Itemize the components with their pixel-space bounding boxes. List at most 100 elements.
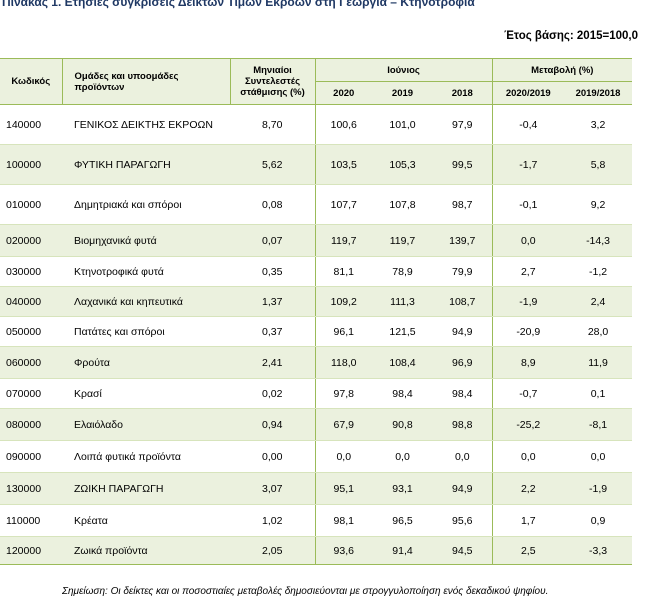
header-code: Κωδικός xyxy=(0,58,63,105)
row-weight: 8,70 xyxy=(230,104,316,145)
row-weight: 2,05 xyxy=(230,536,316,565)
row-code: 110000 xyxy=(0,504,62,537)
row-2019: 0,0 xyxy=(372,440,433,473)
row-code: 130000 xyxy=(0,472,62,505)
row-2018: 98,8 xyxy=(433,408,493,441)
row-weight: 0,35 xyxy=(230,256,316,287)
header-weights: Μηνιαίοι Συντελεστές στάθμισης (%) xyxy=(230,58,316,105)
header-groups: Ομάδες και υποομάδες προϊόντων xyxy=(62,58,231,105)
row-2019: 108,4 xyxy=(372,346,433,379)
row-code: 080000 xyxy=(0,408,62,441)
row-change-2020-2019: 1,7 xyxy=(492,504,565,537)
row-2020: 97,8 xyxy=(315,378,372,409)
row-2019: 91,4 xyxy=(372,536,433,565)
row-change-2019-2018: 0,0 xyxy=(564,440,633,473)
row-2019: 96,5 xyxy=(372,504,433,537)
row-2019: 78,9 xyxy=(372,256,433,287)
row-change-2019-2018: 9,2 xyxy=(564,184,633,225)
table-row: 100000 ΦΥΤΙΚΗ ΠΑΡΑΓΩΓΗ 5,62 103,5 105,3 99,5-… xyxy=(0,144,633,185)
row-2020: 109,2 xyxy=(315,286,372,317)
row-change-2020-2019: -25,2 xyxy=(492,408,565,441)
row-weight: 0,08 xyxy=(230,184,316,225)
row-2019: 98,4 xyxy=(372,378,433,409)
row-2020: 96,1 xyxy=(315,316,372,347)
header-2019: 2019 xyxy=(372,81,433,105)
row-2020: 81,1 xyxy=(315,256,372,287)
row-2018: 99,5 xyxy=(433,144,493,185)
table-row: 110000 Κρέατα 1,02 98,1 96,5 95,6 1,7 0,9 xyxy=(0,504,633,537)
row-2019: 93,1 xyxy=(372,472,433,505)
row-weight: 0,37 xyxy=(230,316,316,347)
table-row: 140000 ΓΕΝΙΚΟΣ ΔΕΙΚΤΗΣ ΕΚΡΟΩΝ 8,70 100,6 101… xyxy=(0,104,633,145)
row-name: Ζωικά προϊόντα xyxy=(62,536,230,565)
row-2018: 94,9 xyxy=(433,316,493,347)
row-2019: 101,0 xyxy=(372,104,433,145)
table-row: 030000 Κτηνοτροφικά φυτά 0,35 81,1 78,9 79,9 2… xyxy=(0,256,633,287)
header-2018: 2018 xyxy=(433,81,493,105)
row-change-2019-2018: 0,9 xyxy=(564,504,633,537)
row-weight: 0,07 xyxy=(230,224,316,257)
row-2019: 105,3 xyxy=(372,144,433,185)
row-code: 120000 xyxy=(0,536,62,565)
row-code: 070000 xyxy=(0,378,62,409)
row-code: 030000 xyxy=(0,256,62,287)
row-2020: 67,9 xyxy=(315,408,372,441)
price-index-table: Κωδικός Ομάδες και υποομάδες προϊόντων Μ… xyxy=(0,58,633,565)
row-2018: 0,0 xyxy=(433,440,493,473)
row-weight: 1,37 xyxy=(230,286,316,317)
row-2018: 96,9 xyxy=(433,346,493,379)
row-weight: 0,94 xyxy=(230,408,316,441)
row-weight: 5,62 xyxy=(230,144,316,185)
footnote: Σημείωση: Οι δείκτες και οι ποσοστιαίες … xyxy=(62,586,549,597)
row-weight: 1,02 xyxy=(230,504,316,537)
row-change-2019-2018: 11,9 xyxy=(564,346,633,379)
row-2018: 98,4 xyxy=(433,378,493,409)
row-2020: 95,1 xyxy=(315,472,372,505)
row-change-2020-2019: -0,4 xyxy=(492,104,565,145)
row-code: 140000 xyxy=(0,104,62,145)
row-2019: 107,8 xyxy=(372,184,433,225)
row-name: ΓΕΝΙΚΟΣ ΔΕΙΚΤΗΣ ΕΚΡΟΩΝ xyxy=(62,104,230,145)
row-change-2019-2018: -1,9 xyxy=(564,472,633,505)
row-2020: 0,0 xyxy=(315,440,372,473)
row-name: Κρασί xyxy=(62,378,230,409)
row-2019: 111,3 xyxy=(372,286,433,317)
row-change-2019-2018: -14,3 xyxy=(564,224,633,257)
row-change-2020-2019: 2,2 xyxy=(492,472,565,505)
header-change: Μεταβολή (%) xyxy=(492,58,633,82)
row-code: 050000 xyxy=(0,316,62,347)
row-2018: 108,7 xyxy=(433,286,493,317)
row-code: 020000 xyxy=(0,224,62,257)
row-change-2020-2019: 0,0 xyxy=(492,440,565,473)
row-change-2019-2018: 3,2 xyxy=(564,104,633,145)
row-2020: 103,5 xyxy=(315,144,372,185)
row-change-2019-2018: 5,8 xyxy=(564,144,633,185)
row-2020: 107,7 xyxy=(315,184,372,225)
row-change-2020-2019: 8,9 xyxy=(492,346,565,379)
row-name: ΖΩΙΚΗ ΠΑΡΑΓΩΓΗ xyxy=(62,472,230,505)
row-name: Πατάτες και σπόροι xyxy=(62,316,230,347)
row-change-2020-2019: 2,7 xyxy=(492,256,565,287)
row-change-2019-2018: -3,3 xyxy=(564,536,633,565)
row-2020: 100,6 xyxy=(315,104,372,145)
table-row: 060000 Φρούτα 2,41 118,0 108,4 96,9 8,9 11,9 xyxy=(0,346,633,379)
table-body: 140000 ΓΕΝΙΚΟΣ ΔΕΙΚΤΗΣ ΕΚΡΟΩΝ 8,70 100,6 101… xyxy=(0,104,633,565)
row-name: Φρούτα xyxy=(62,346,230,379)
row-change-2019-2018: 0,1 xyxy=(564,378,633,409)
row-2019: 90,8 xyxy=(372,408,433,441)
row-2020: 98,1 xyxy=(315,504,372,537)
row-change-2020-2019: -20,9 xyxy=(492,316,565,347)
row-2019: 121,5 xyxy=(372,316,433,347)
row-weight: 0,02 xyxy=(230,378,316,409)
row-weight: 2,41 xyxy=(230,346,316,379)
table-row: 040000 Λαχανικά και κηπευτικά 1,37 109,2 111… xyxy=(0,286,633,317)
table-row: 130000 ΖΩΙΚΗ ΠΑΡΑΓΩΓΗ 3,07 95,1 93,1 94,9 2,2-… xyxy=(0,472,633,505)
row-2019: 119,7 xyxy=(372,224,433,257)
base-year-label: Έτος βάσης: 2015=100,0 xyxy=(504,30,638,42)
row-weight: 0,00 xyxy=(230,440,316,473)
row-code: 100000 xyxy=(0,144,62,185)
row-2018: 79,9 xyxy=(433,256,493,287)
row-2020: 118,0 xyxy=(315,346,372,379)
row-name: Βιομηχανικά φυτά xyxy=(62,224,230,257)
table-row: 020000 Βιομηχανικά φυτά 0,07 119,7 119,7 139,… xyxy=(0,224,633,257)
